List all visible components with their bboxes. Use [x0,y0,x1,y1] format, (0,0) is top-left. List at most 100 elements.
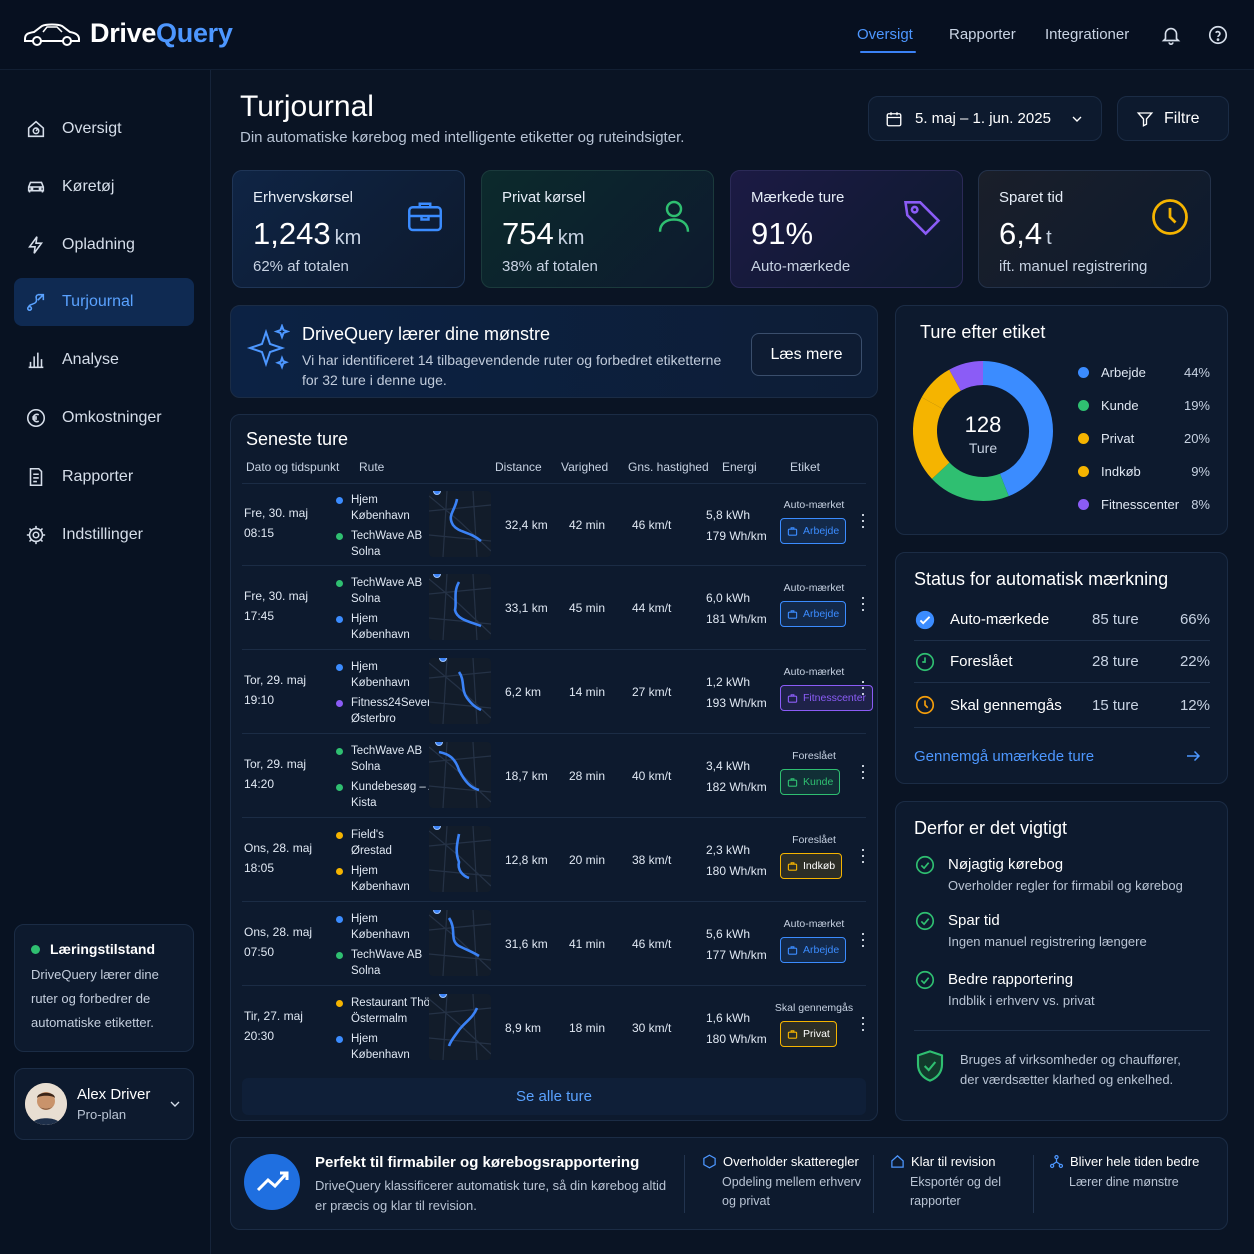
table-row[interactable]: Fre, 30. maj 17:45 TechWave AB Solna Hje… [242,566,866,650]
app-logo[interactable]: DriveQuery [22,18,233,49]
tag-chip[interactable]: Indkøb [780,853,843,879]
trip-day: Tir, 27. maj [244,1009,303,1023]
route-to-area: Kista [351,797,377,809]
donut-title: Ture efter etiket [920,322,1046,342]
stat-card-business: Erhvervskørsel 1,243 km 62% af totalen [232,170,465,288]
sidebar-item-turjournal[interactable]: Turjournal [14,278,194,326]
bell-icon[interactable] [1160,24,1182,46]
table-row[interactable]: Tor, 29. maj 14:20 TechWave AB Solna Kun… [242,734,866,818]
sidebar-item-indstillinger[interactable]: Indstillinger [14,511,194,559]
sidebar-item-opladning[interactable]: Opladning [14,221,194,269]
sidebar-item-oversigt[interactable]: Oversigt [14,105,194,153]
trip-day: Fre, 30. maj [244,506,309,520]
filter-button[interactable]: Filtre [1117,96,1229,141]
tag-status: Auto-mærket [783,582,845,594]
table-row[interactable]: Tir, 27. maj 20:30 Restaurant Thörn Öste… [242,986,866,1070]
why-divider [914,1030,1210,1031]
sidebar-item-rapporter[interactable]: Rapporter [14,453,194,501]
status-divider [914,727,1210,728]
donut-slice-arbejde[interactable] [982,361,1053,497]
table-row[interactable]: Ons, 28. maj 18:05 Field's Ørestad Hjem … [242,818,866,902]
trip-energy: 6,0 kWh [706,591,751,605]
chevron-down-icon [167,1096,183,1112]
route-map-thumbnail[interactable] [429,491,491,557]
tag-chip-icon [787,693,798,704]
route-map-thumbnail[interactable] [429,910,491,976]
sidebar-item-omkostninger[interactable]: Omkostninger [14,394,194,442]
feature-title: Bliver hele tiden bedre [1070,1154,1200,1169]
status-row-auto: Auto-mærkede 85 ture 66% [914,599,1210,641]
bottom-text: DriveQuery klassificerer automatisk ture… [315,1178,667,1213]
more-options-icon[interactable]: · · · [860,504,866,536]
route-to-name: Hjem [351,1033,378,1045]
table-row[interactable]: Fre, 30. maj 08:15 Hjem København TechWa… [242,484,866,566]
trip-distance: 18,7 km [505,769,548,783]
route-map-thumbnail[interactable] [429,742,491,808]
read-more-button[interactable]: Læs mere [751,333,862,376]
more-options-icon[interactable]: · · · [860,755,866,787]
learning-title: Læringstilstand [50,941,156,957]
more-options-icon[interactable]: · · · [860,839,866,871]
more-options-icon[interactable]: · · · [860,671,866,703]
tag-chip[interactable]: Arbejde [780,601,847,627]
tag-chip[interactable]: Arbejde [780,937,847,963]
user-menu[interactable]: Alex Driver Pro-plan [14,1068,194,1140]
tag-status: Auto-mærket [783,666,845,678]
tag-chip-label: Fitnesscenter [803,692,867,704]
hexagon-icon [702,1154,717,1169]
donut-slice-kunde[interactable] [931,462,1009,501]
donut-slice-indkøb[interactable] [921,369,962,410]
see-all-trips-button[interactable]: Se alle ture [242,1078,866,1115]
route-map-thumbnail[interactable] [429,574,491,640]
donut-slice-fitnesscenter[interactable] [949,361,984,391]
route-from-area: Östermalm [351,1013,408,1025]
tag-chip-label: Arbejde [803,944,840,956]
tag-chip-icon [787,945,798,956]
table-row[interactable]: Tor, 29. maj 19:10 Hjem København Fitnes… [242,650,874,734]
tag-chip[interactable]: Fitnesscenter [780,685,874,711]
route-map-thumbnail[interactable] [429,658,491,724]
route-start-dot [336,832,343,839]
review-untagged-link[interactable]: Gennemgå umærkede ture [914,748,1210,765]
stat-label: Mærkede ture [751,189,845,206]
sidebar-item-label: Rapporter [62,468,134,485]
tag-chip-label: Indkøb [803,860,836,872]
briefcase-icon [404,195,446,237]
route-map-thumbnail[interactable] [429,826,491,892]
route-from-area: Ørestad [351,845,392,857]
topnav-oversigt[interactable]: Oversigt [857,26,913,43]
sidebar-item-analyse[interactable]: Analyse [14,336,194,384]
learning-mode-box: Læringstilstand DriveQuery lærer dine ru… [14,924,194,1052]
table-row[interactable]: Ons, 28. maj 07:50 Hjem København TechWa… [242,902,866,986]
tag-chip-icon [787,861,798,872]
trip-time: 08:15 [244,526,275,540]
help-icon[interactable] [1207,24,1229,46]
trip-time: 07:50 [244,945,275,959]
legend-swatch [1078,367,1089,378]
page-title: Turjournal [240,90,374,123]
route-to-area: København [351,1049,410,1061]
donut-center-value: 128 [964,412,1002,437]
route-map-thumbnail[interactable] [429,994,491,1060]
topnav-integrationer[interactable]: Integrationer [1045,26,1130,43]
trip-speed: 38 km/t [632,853,672,867]
tag-chip[interactable]: Privat [780,1021,837,1047]
donut-slice-privat[interactable] [913,397,950,479]
route-start-dot [336,497,343,504]
sidebar-item-koretoj[interactable]: Køretøj [14,163,194,211]
date-range-picker[interactable]: 5. maj – 1. jun. 2025 [868,96,1102,141]
tag-chip[interactable]: Kunde [780,769,841,795]
car-icon [24,175,48,199]
route-to-name: TechWave AB [351,530,423,542]
tag-chip[interactable]: Arbejde [780,518,847,544]
stat-unit: t [1046,227,1052,249]
stat-label: Erhvervskørsel [253,189,354,206]
stat-foot: 38% af totalen [502,258,598,275]
sidebar-item-label: Køretøj [62,178,115,195]
topnav-rapporter[interactable]: Rapporter [949,26,1016,43]
more-options-icon[interactable]: · · · [860,1007,866,1039]
status-count: 15 ture [1092,696,1139,714]
feature-divider [684,1155,685,1213]
more-options-icon[interactable]: · · · [860,587,866,619]
more-options-icon[interactable]: · · · [860,923,866,955]
